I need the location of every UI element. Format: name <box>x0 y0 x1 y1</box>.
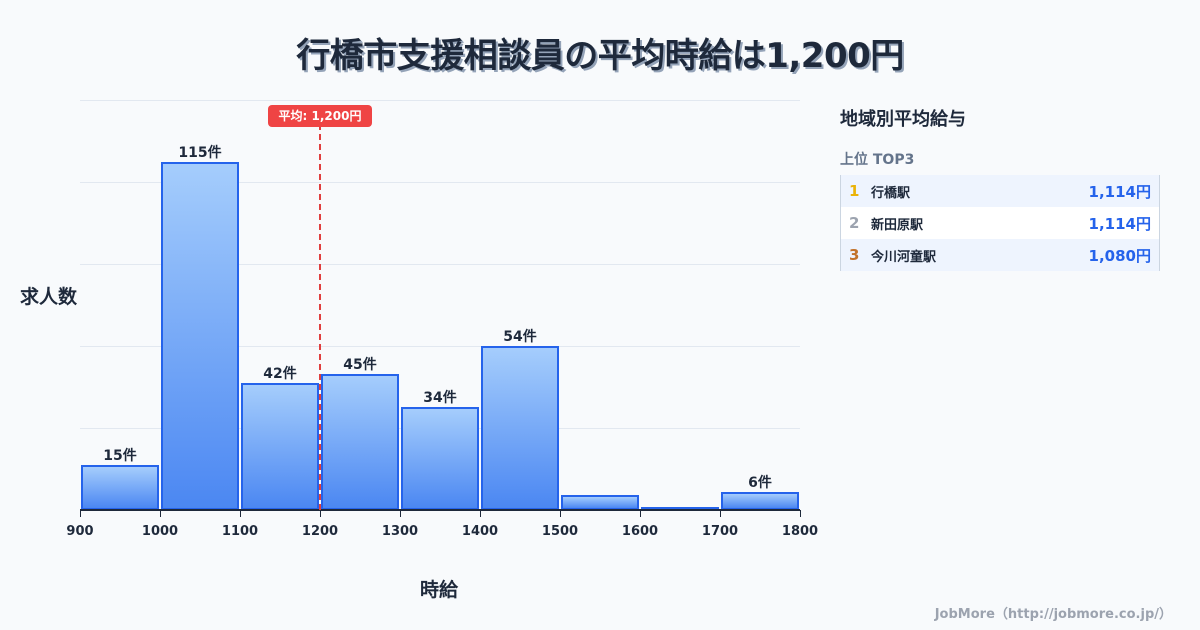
ranking-row: 3 今川河童駅 1,080円 <box>841 239 1159 271</box>
gridline <box>80 264 800 265</box>
histogram-bar <box>321 374 399 510</box>
x-tick <box>240 510 241 517</box>
histogram-bar <box>721 492 799 510</box>
x-tick-label: 1200 <box>301 524 339 539</box>
bar-value-label: 45件 <box>343 357 377 373</box>
histogram-bar <box>241 383 319 510</box>
x-tick <box>480 510 481 517</box>
average-wage: 1,114円 <box>1088 182 1151 201</box>
regional-salary-title: 地域別平均給与 <box>840 109 966 130</box>
average-wage: 1,114円 <box>1088 214 1151 233</box>
x-tick-label: 1100 <box>221 524 259 539</box>
x-tick <box>320 510 321 517</box>
bar-value-label: 15件 <box>103 448 137 464</box>
ranking-row: 1 行橋駅 1,114円 <box>841 175 1159 207</box>
rank-number: 1 <box>849 182 860 200</box>
average-wage: 1,080円 <box>1088 246 1151 265</box>
rank-number: 2 <box>849 214 860 232</box>
x-tick-label: 1700 <box>701 524 739 539</box>
x-tick-label: 1800 <box>781 524 819 539</box>
bar-value-label: 34件 <box>423 390 457 406</box>
histogram-bar <box>481 346 559 510</box>
station-name: 行橋駅 <box>871 185 911 201</box>
top3-subtitle: 上位 TOP3 <box>840 152 915 168</box>
bar-value-label: 54件 <box>503 329 537 345</box>
x-tick-label: 1500 <box>541 524 579 539</box>
histogram-bar <box>81 465 159 510</box>
x-tick-label: 1000 <box>141 524 179 539</box>
rank-number: 3 <box>849 246 860 264</box>
x-tick <box>400 510 401 517</box>
bar-value-label: 6件 <box>748 475 772 491</box>
x-axis-label: 時給 <box>420 579 459 601</box>
x-tick-label: 1600 <box>621 524 659 539</box>
x-tick <box>560 510 561 517</box>
station-name: 新田原駅 <box>871 217 924 233</box>
x-tick-label: 1300 <box>381 524 419 539</box>
x-tick-label: 900 <box>66 524 94 539</box>
x-tick <box>800 510 801 517</box>
x-tick <box>80 510 81 517</box>
chart-title: 行橋市支援相談員の平均時給は1,200円 <box>296 36 904 76</box>
ranking-table: 1 行橋駅 1,114円 2 新田原駅 1,114円 3 今川河童駅 1,080… <box>840 175 1160 271</box>
mean-badge: 平均: 1,200円 <box>268 105 372 127</box>
histogram-bar <box>561 495 639 510</box>
gridline <box>80 182 800 183</box>
histogram-bar <box>161 162 239 510</box>
y-axis-label: 求人数 <box>20 286 78 308</box>
ranking-row: 2 新田原駅 1,114円 <box>841 207 1159 239</box>
x-tick <box>160 510 161 517</box>
bar-value-label: 115件 <box>178 145 222 161</box>
x-tick-label: 1400 <box>461 524 499 539</box>
gridline <box>80 100 800 101</box>
x-axis <box>80 509 800 511</box>
x-tick <box>720 510 721 517</box>
mean-line <box>319 124 321 510</box>
gridline <box>80 346 800 347</box>
bar-value-label: 42件 <box>263 366 297 382</box>
footer-credit: JobMore（http://jobmore.co.jp/） <box>934 607 1172 622</box>
station-name: 今川河童駅 <box>871 249 937 265</box>
histogram-bar <box>401 407 479 510</box>
x-tick <box>640 510 641 517</box>
